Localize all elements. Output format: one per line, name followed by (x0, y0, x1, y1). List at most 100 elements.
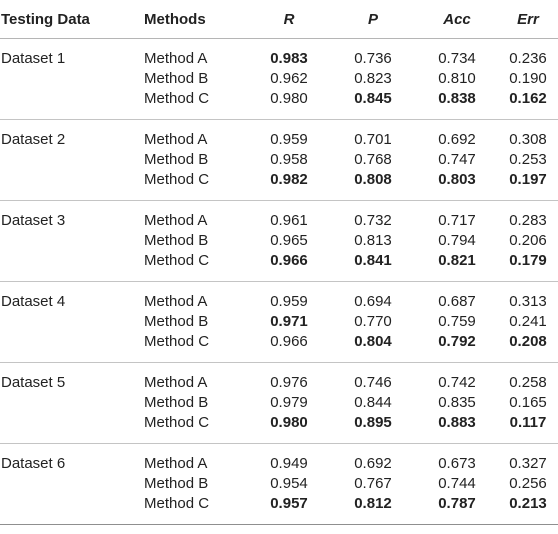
table-row: Method C 0.982 0.808 0.803 0.197 (0, 170, 558, 201)
value-p: 0.841 (330, 251, 416, 282)
method-label: Method A (144, 293, 208, 310)
table-row: Method B 0.954 0.767 0.744 0.256 (0, 474, 558, 494)
table-row: Dataset 3 Method A 0.961 0.732 0.717 0.283 (0, 201, 558, 232)
dataset-label (0, 231, 140, 251)
value-acc: 0.810 (438, 70, 476, 87)
value-acc: 0.821 (416, 251, 498, 282)
value-r: 0.971 (270, 313, 308, 330)
value-r: 0.958 (270, 151, 308, 168)
value-err: 0.241 (509, 313, 547, 330)
value-p: 0.694 (354, 293, 392, 310)
dataset-label (0, 150, 140, 170)
header-err: Err (498, 0, 558, 39)
value-err: 0.308 (509, 131, 547, 148)
dataset-label: Dataset 6 (1, 455, 66, 472)
method-label: Method B (144, 151, 209, 168)
value-err: 0.253 (509, 151, 547, 168)
value-acc: 0.835 (438, 394, 476, 411)
value-r: 0.980 (248, 89, 330, 120)
value-p: 0.804 (330, 332, 416, 363)
value-r: 0.976 (270, 374, 308, 391)
dataset-label: Dataset 2 (1, 131, 66, 148)
method-label: Method A (144, 212, 208, 229)
table-row: Method B 0.971 0.770 0.759 0.241 (0, 312, 558, 332)
value-p: 0.823 (354, 70, 392, 87)
value-acc: 0.692 (438, 131, 476, 148)
dataset-label (0, 494, 140, 525)
value-p: 0.812 (330, 494, 416, 525)
dataset-label (0, 170, 140, 201)
table-row: Dataset 1 Method A 0.983 0.736 0.734 0.236 (0, 39, 558, 70)
table-row: Method C 0.980 0.895 0.883 0.117 (0, 413, 558, 444)
value-err: 0.179 (498, 251, 558, 282)
dataset-label (0, 312, 140, 332)
header-acc: Acc (416, 0, 498, 39)
dataset-label (0, 89, 140, 120)
dataset-label (0, 332, 140, 363)
header-methods: Methods (140, 0, 248, 39)
dataset-label (0, 413, 140, 444)
method-label: Method C (140, 413, 248, 444)
value-err: 0.256 (509, 475, 547, 492)
value-err: 0.283 (509, 212, 547, 229)
value-p: 0.845 (330, 89, 416, 120)
value-r: 0.949 (270, 455, 308, 472)
method-label: Method B (144, 475, 209, 492)
method-label: Method A (144, 374, 208, 391)
value-p: 0.844 (354, 394, 392, 411)
dataset-label: Dataset 4 (1, 293, 66, 310)
method-label: Method B (144, 232, 209, 249)
value-r: 0.982 (248, 170, 330, 201)
value-r: 0.966 (248, 251, 330, 282)
value-acc: 0.794 (438, 232, 476, 249)
value-acc: 0.717 (438, 212, 476, 229)
method-label: Method B (144, 313, 209, 330)
table-row: Method B 0.965 0.813 0.794 0.206 (0, 231, 558, 251)
method-label: Method C (140, 494, 248, 525)
value-err: 0.165 (509, 394, 547, 411)
value-acc: 0.759 (438, 313, 476, 330)
value-p: 0.895 (330, 413, 416, 444)
value-err: 0.213 (498, 494, 558, 525)
value-err: 0.208 (498, 332, 558, 363)
value-err: 0.162 (498, 89, 558, 120)
value-p: 0.692 (354, 455, 392, 472)
value-r: 0.965 (270, 232, 308, 249)
table-row: Method B 0.958 0.768 0.747 0.253 (0, 150, 558, 170)
value-acc: 0.792 (416, 332, 498, 363)
table-row: Method B 0.962 0.823 0.810 0.190 (0, 69, 558, 89)
method-label: Method B (144, 394, 209, 411)
value-acc: 0.803 (416, 170, 498, 201)
value-r: 0.980 (248, 413, 330, 444)
value-err: 0.258 (509, 374, 547, 391)
value-acc: 0.883 (416, 413, 498, 444)
header-row: Testing Data Methods R P Acc Err (0, 0, 558, 39)
value-err: 0.190 (509, 70, 547, 87)
value-r: 0.962 (270, 70, 308, 87)
dataset-label (0, 393, 140, 413)
value-acc: 0.838 (416, 89, 498, 120)
table-row: Dataset 6 Method A 0.949 0.692 0.673 0.327 (0, 444, 558, 475)
value-p: 0.732 (354, 212, 392, 229)
method-label: Method C (140, 89, 248, 120)
dataset-label: Dataset 5 (1, 374, 66, 391)
table-row: Dataset 4 Method A 0.959 0.694 0.687 0.313 (0, 282, 558, 313)
method-label: Method A (144, 455, 208, 472)
value-err: 0.206 (509, 232, 547, 249)
table-row: Method C 0.966 0.804 0.792 0.208 (0, 332, 558, 363)
value-r: 0.959 (270, 131, 308, 148)
header-r: R (248, 0, 330, 39)
value-acc: 0.742 (438, 374, 476, 391)
value-acc: 0.744 (438, 475, 476, 492)
value-acc: 0.787 (416, 494, 498, 525)
value-err: 0.236 (509, 50, 547, 67)
value-p: 0.808 (330, 170, 416, 201)
method-label: Method C (140, 332, 248, 363)
table-row: Dataset 5 Method A 0.976 0.746 0.742 0.258 (0, 363, 558, 394)
method-label: Method C (140, 170, 248, 201)
value-p: 0.768 (354, 151, 392, 168)
method-label: Method A (144, 50, 208, 67)
table-row: Method C 0.957 0.812 0.787 0.213 (0, 494, 558, 525)
value-p: 0.746 (354, 374, 392, 391)
